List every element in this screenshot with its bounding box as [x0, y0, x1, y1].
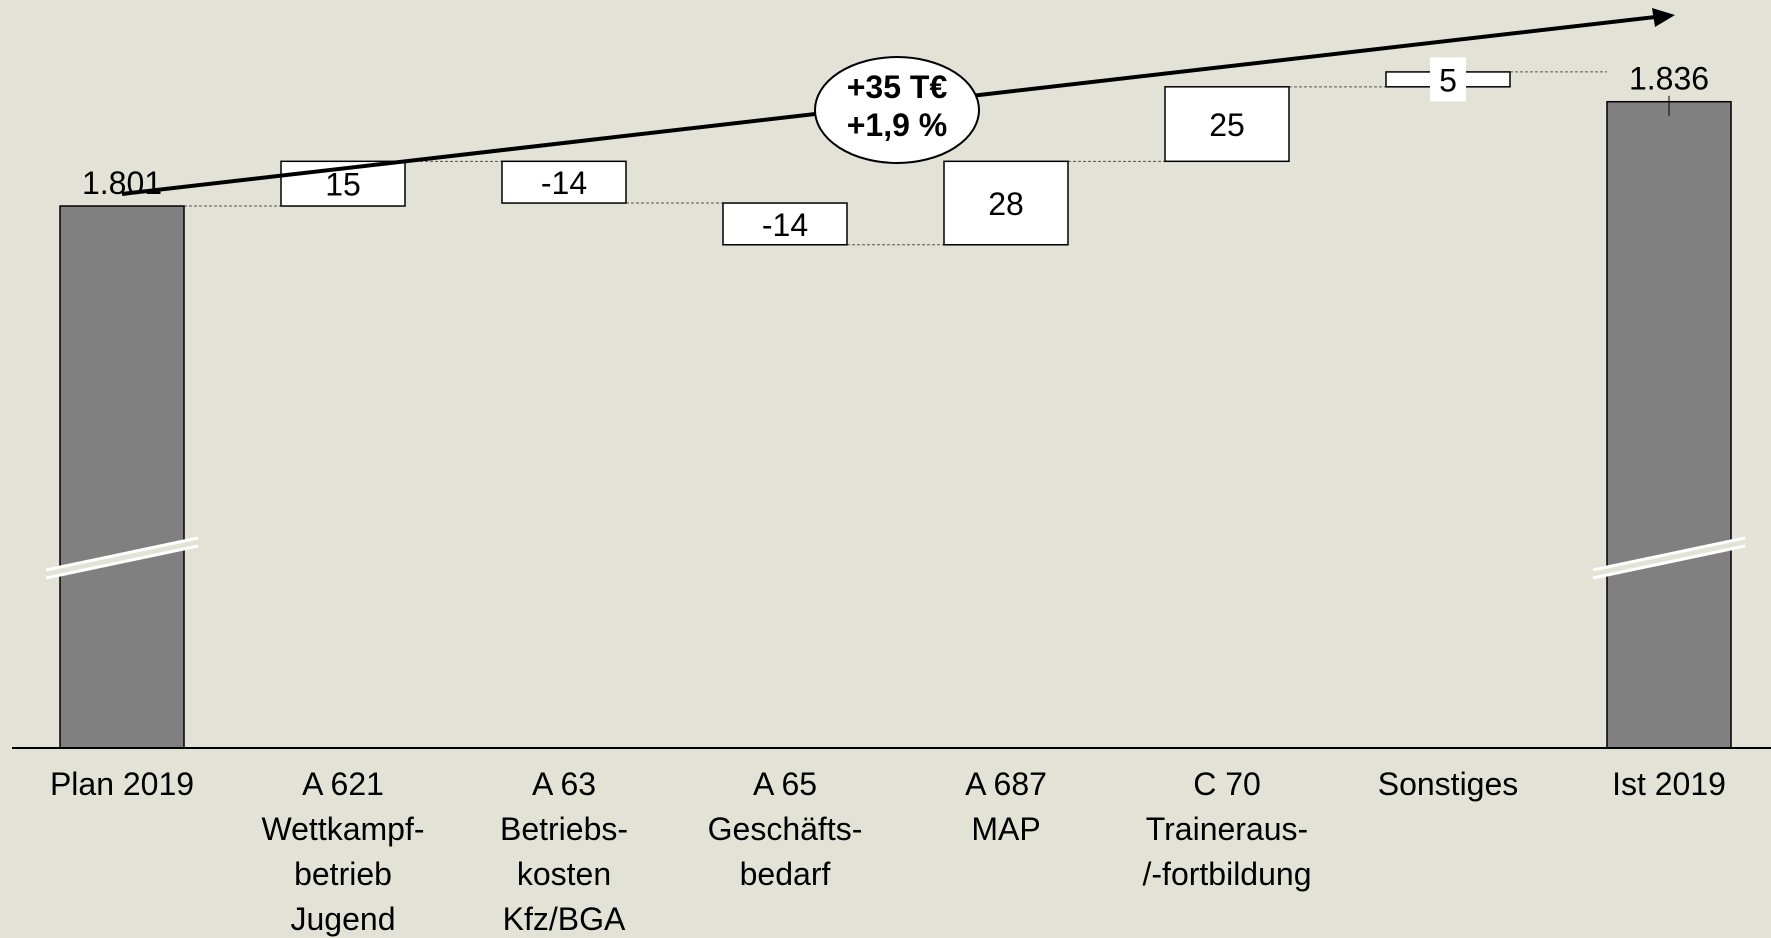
bar-plan — [59, 205, 185, 749]
value-label: 1.836 — [1629, 61, 1709, 97]
arrow-head-icon — [1652, 8, 1675, 27]
value-label: 28 — [988, 186, 1024, 222]
axis-break-line — [45, 544, 199, 580]
value-label: -14 — [541, 165, 587, 201]
trend-annotation: +35 T€+1,9 % — [121, 8, 1675, 196]
category-label: A 63 — [532, 766, 596, 802]
value-label: 15 — [325, 167, 361, 203]
axis-break-icon — [46, 538, 198, 578]
change-annotation-bubble — [814, 56, 980, 164]
category-label: C 70 — [1193, 766, 1261, 802]
value-label: -14 — [762, 207, 808, 243]
category-label: MAP — [971, 811, 1040, 847]
axis-break-line — [1592, 536, 1746, 572]
axis-break-icon — [1593, 538, 1745, 578]
axis-break-line — [1592, 544, 1746, 580]
bar-a65 — [722, 202, 848, 246]
category-label: A 687 — [965, 766, 1047, 802]
value-label-bg — [1430, 57, 1466, 102]
bars-group — [59, 71, 1732, 749]
bar-ist — [1606, 100, 1732, 749]
category-label: Wettkampf- — [262, 811, 425, 847]
category-label: Betriebs- — [500, 811, 628, 847]
category-labels: Plan 2019 A 621 Wettkampf-betrieb Jugend A 6… — [50, 766, 1726, 937]
category-label: A 65 — [753, 766, 817, 802]
axis-break-line — [45, 536, 199, 572]
category-label: Jugend — [291, 901, 396, 937]
category-label: Plan 2019 — [50, 766, 194, 802]
category-label: kosten — [517, 856, 611, 892]
category-label: /-fortbildung — [1143, 856, 1312, 892]
value-labels: 1.801 15 -14 -14 28 25 5 1.836 — [82, 57, 1709, 243]
category-label: betrieb — [294, 856, 392, 892]
bar-a687 — [943, 160, 1069, 246]
bar-c70 — [1164, 86, 1290, 163]
category-label: bedarf — [740, 856, 831, 892]
category-label: Geschäfts- — [708, 811, 863, 847]
bar-a63 — [501, 160, 627, 204]
change-annotation-text: +1,9 % — [847, 107, 948, 143]
category-label: A 621 — [302, 766, 384, 802]
axis-break-marks — [45, 536, 1746, 580]
category-label: Kfz/BGA — [503, 901, 626, 937]
category-label: Ist 2019 — [1612, 766, 1726, 802]
value-label: 25 — [1209, 107, 1245, 143]
value-label: 1.801 — [82, 165, 162, 201]
category-label: Traineraus- — [1146, 811, 1308, 847]
value-label: 5 — [1439, 62, 1457, 98]
change-annotation-text: +35 T€ — [847, 69, 948, 105]
category-label: Sonstiges — [1378, 766, 1519, 802]
